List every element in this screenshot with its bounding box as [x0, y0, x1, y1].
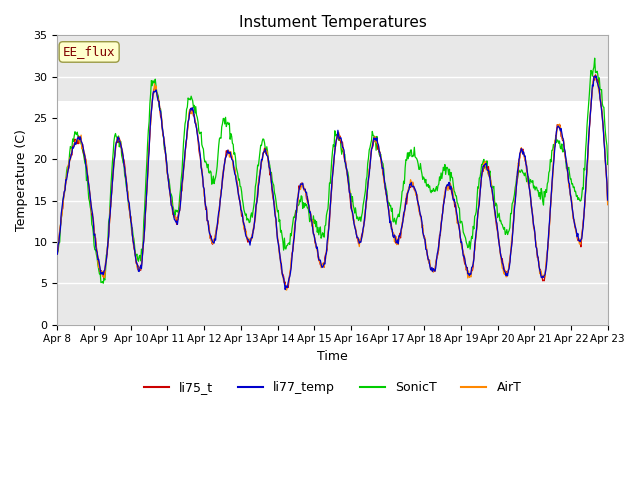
Title: Instument Temperatures: Instument Temperatures — [239, 15, 426, 30]
Bar — [58, 101, 608, 159]
Text: EE_flux: EE_flux — [63, 46, 115, 59]
Y-axis label: Temperature (C): Temperature (C) — [15, 129, 28, 231]
X-axis label: Time: Time — [317, 350, 348, 363]
Legend: li75_t, li77_temp, SonicT, AirT: li75_t, li77_temp, SonicT, AirT — [139, 376, 526, 399]
